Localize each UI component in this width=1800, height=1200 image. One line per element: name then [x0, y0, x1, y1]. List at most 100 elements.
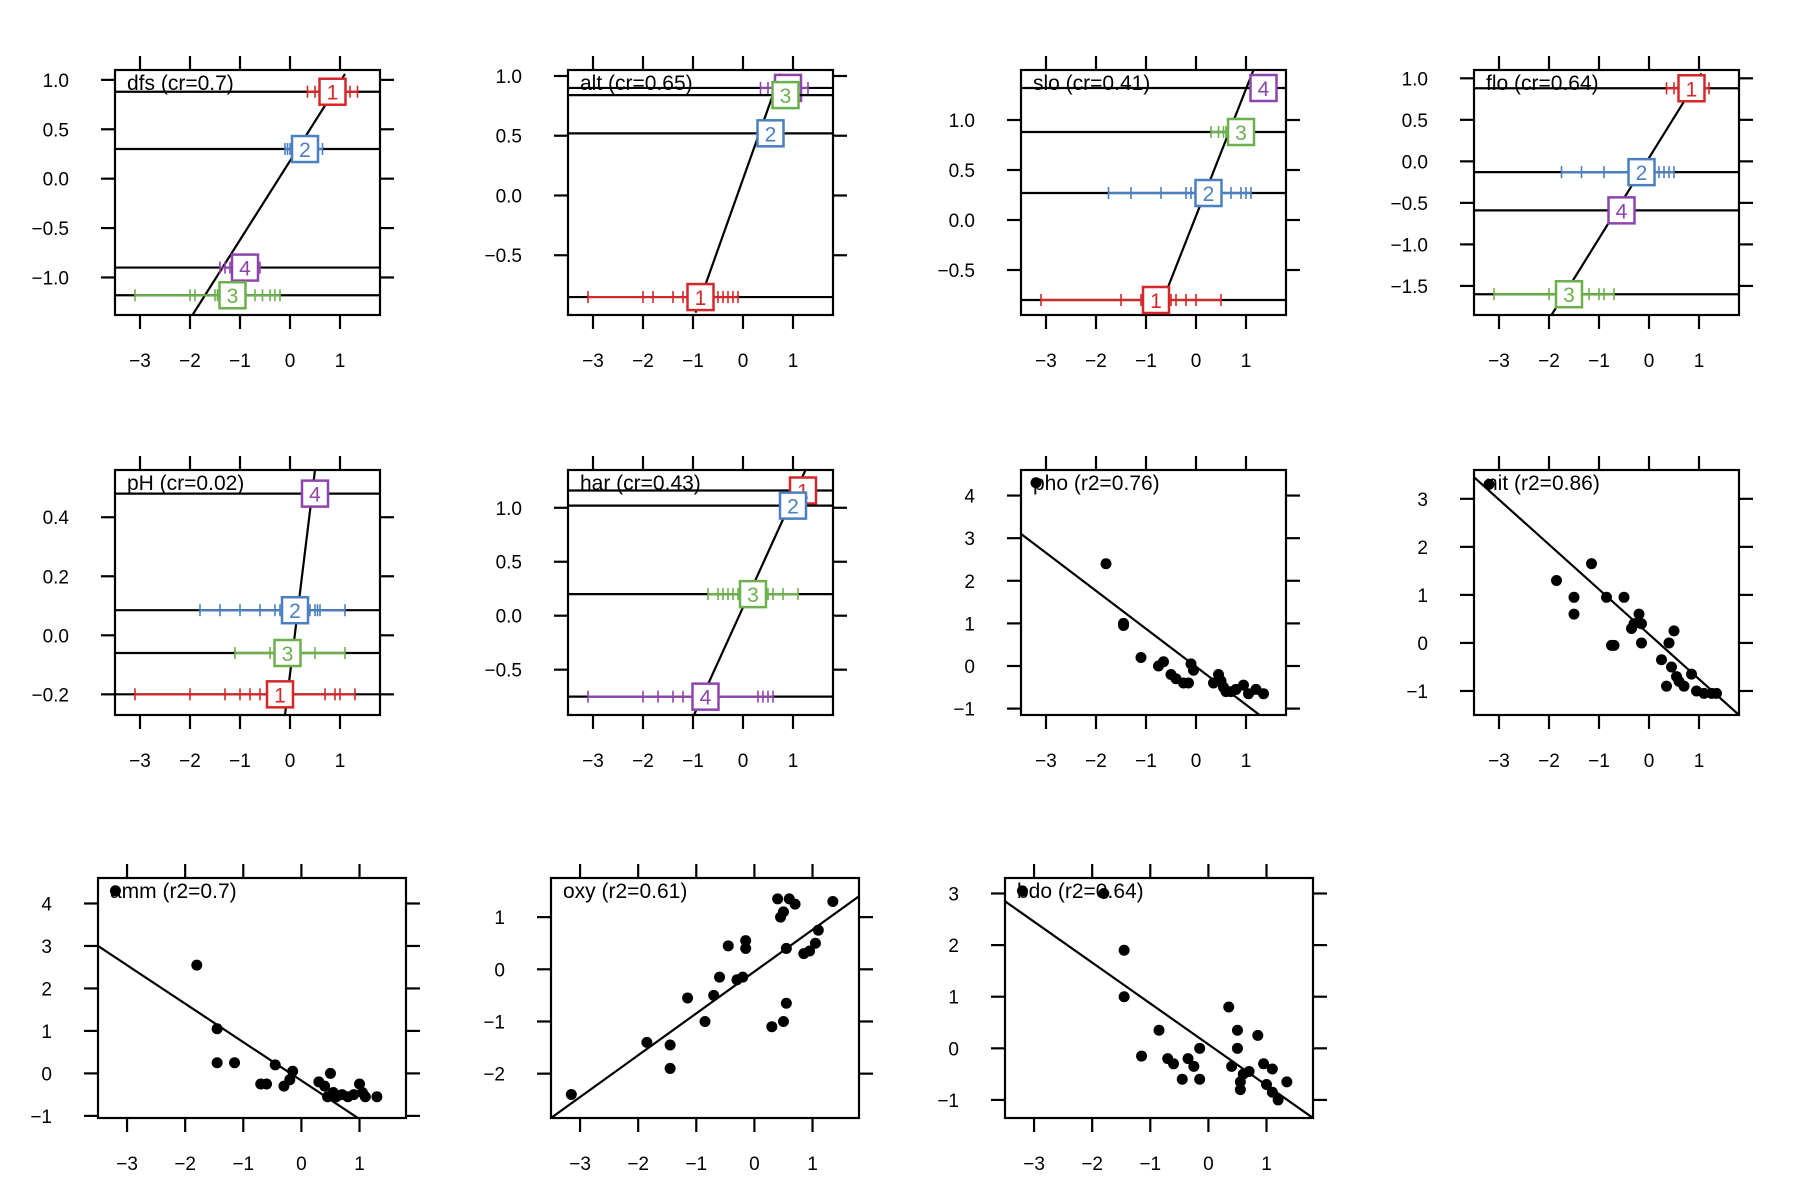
x-tick-label: 1	[807, 1154, 818, 1175]
level-label: 2	[289, 600, 301, 623]
x-tick-label: −3	[129, 751, 151, 772]
data-point	[269, 1059, 281, 1071]
y-tick-label: 1.0	[496, 67, 522, 88]
level-label: 4	[1258, 78, 1270, 101]
level-box	[756, 119, 785, 148]
y-tick-label: 1.0	[949, 111, 975, 132]
panel-title: oxy (r2=0.61)	[563, 880, 687, 903]
x-tick-label: −1	[232, 1154, 254, 1175]
y-tick-label: 0.5	[43, 120, 69, 141]
data-point	[664, 1039, 676, 1051]
x-tick-label: −3	[1035, 751, 1057, 772]
x-tick-label: −3	[582, 751, 604, 772]
data-point	[1483, 478, 1495, 490]
data-point	[565, 1089, 577, 1101]
level-box	[686, 282, 715, 312]
x-tick-label: 1	[1261, 1154, 1272, 1175]
x-tick-label: 0	[1191, 351, 1202, 372]
x-tick-label: 0	[738, 351, 749, 372]
x-tick-label: 1	[335, 351, 346, 372]
y-tick-label: −1.0	[1390, 235, 1428, 256]
y-tick-label: 2	[964, 572, 975, 593]
data-point	[1551, 574, 1562, 586]
y-tick-label: 1.0	[496, 499, 522, 520]
data-point	[772, 893, 784, 905]
y-tick-label: −2	[483, 1065, 505, 1086]
data-point	[1258, 688, 1269, 700]
data-point	[1118, 944, 1130, 956]
y-tick-label: 3	[948, 884, 959, 905]
panel-title: slo (cr=0.41)	[1033, 72, 1150, 95]
data-point	[1686, 668, 1697, 680]
data-point	[354, 1078, 366, 1090]
level-label: 4	[700, 687, 712, 710]
data-point	[1272, 1094, 1284, 1106]
level-box	[1607, 196, 1636, 225]
data-point	[1182, 1053, 1194, 1065]
y-tick-label: −1	[937, 1091, 959, 1112]
level-box	[778, 491, 808, 520]
level-box	[691, 682, 720, 711]
data-point	[284, 1074, 296, 1086]
data-point	[1711, 687, 1722, 699]
panel-title: har (cr=0.43)	[580, 472, 701, 495]
x-tick-label: −1	[1588, 351, 1610, 372]
x-tick-label: 0	[1644, 351, 1655, 372]
level-box	[273, 638, 302, 668]
x-tick-label: −3	[582, 351, 604, 372]
x-tick-label: −1	[229, 351, 251, 372]
data-point	[191, 959, 203, 971]
x-tick-label: −1	[1588, 751, 1610, 772]
y-tick-label: 3	[964, 529, 975, 550]
regression-line	[98, 945, 360, 1118]
data-point	[1266, 1086, 1278, 1098]
y-tick-label: 0	[41, 1064, 52, 1085]
data-point	[1636, 637, 1647, 649]
y-tick-label: −0.5	[1390, 194, 1428, 215]
chart-panel: −3 −2 −1 0 1 −1 0 1 2 3 4 pho (r2=0.76)	[953, 456, 1300, 772]
level-box	[1226, 117, 1256, 147]
data-point	[1223, 1001, 1235, 1013]
y-tick-label: 0.0	[949, 211, 975, 232]
chart-panel: −3 −2 −1 0 1 −1 0 1 2 3 4 amm (r2=0.7)	[30, 864, 420, 1175]
y-tick-label: 2	[41, 979, 52, 1000]
data-point	[812, 924, 824, 936]
level-box	[771, 80, 800, 110]
chart-panel: −3−2−101−0.50.00.51.04321alt (cr=0.65)	[484, 56, 847, 372]
data-point	[1158, 656, 1169, 668]
x-tick-label: 0	[296, 1154, 307, 1175]
x-tick-label: −2	[632, 751, 654, 772]
x-tick-label: 0	[285, 751, 296, 772]
y-tick-label: 1	[41, 1022, 52, 1043]
data-point	[1678, 680, 1690, 692]
data-point	[664, 1062, 676, 1074]
y-tick-label: 0.0	[43, 170, 69, 191]
level-box	[738, 579, 768, 609]
level-label: 3	[780, 85, 792, 108]
level-box	[1627, 157, 1656, 187]
level-label: 3	[227, 285, 239, 308]
x-tick-label: −2	[179, 351, 201, 372]
plot-frame	[113, 68, 382, 317]
x-tick-label: −2	[627, 1154, 649, 1175]
data-point	[1188, 1060, 1200, 1072]
data-point	[780, 942, 792, 954]
data-point	[1030, 477, 1042, 489]
x-tick-label: 0	[1191, 751, 1202, 772]
level-label: 1	[695, 287, 707, 310]
x-tick-label: −2	[1081, 1154, 1103, 1175]
data-point	[714, 971, 726, 983]
level-label: 2	[1636, 162, 1648, 185]
x-tick-label: 1	[788, 351, 799, 372]
y-tick-label: 0.0	[43, 626, 69, 647]
y-tick-label: 1.0	[43, 71, 69, 92]
level-box	[300, 479, 330, 508]
data-point	[1231, 1024, 1243, 1036]
data-point	[1098, 887, 1110, 899]
x-tick-label: −1	[229, 751, 251, 772]
level-box	[280, 595, 310, 625]
x-tick-label: −1	[682, 751, 704, 772]
y-tick-label: 3	[41, 937, 52, 958]
data-point	[1636, 618, 1647, 630]
x-tick-label: −1	[1135, 351, 1157, 372]
